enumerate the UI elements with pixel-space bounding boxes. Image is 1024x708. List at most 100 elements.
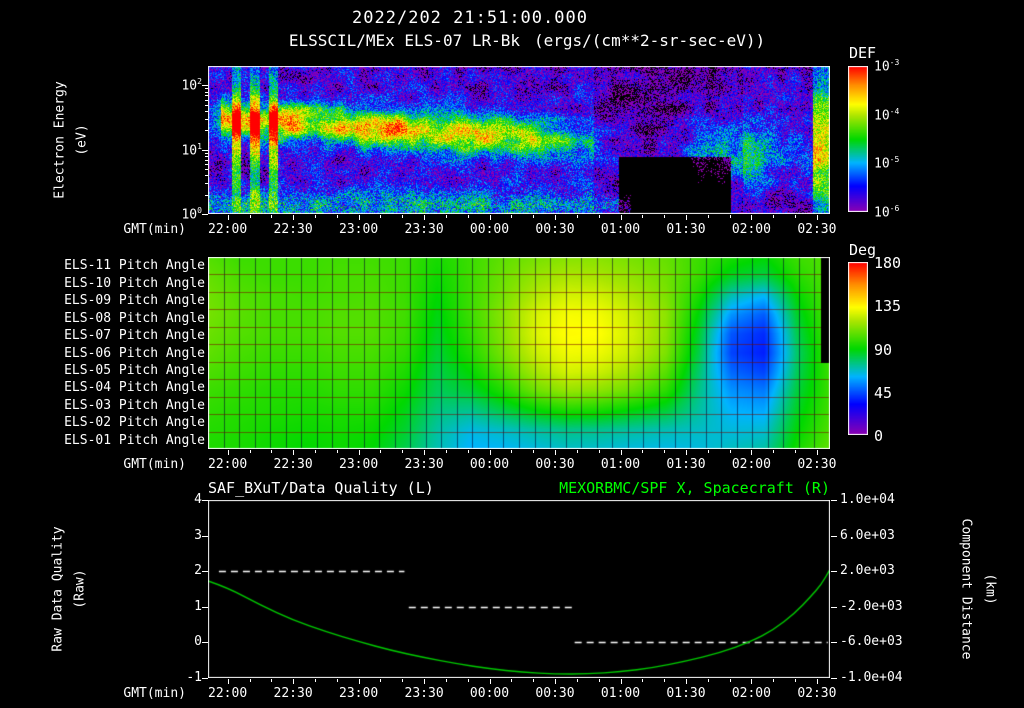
pitch-row-label: ELS-04 Pitch Angle [64, 380, 205, 396]
x-tick-mark [555, 215, 556, 220]
colorbar-tick-label: 10-4 [874, 106, 900, 124]
x-tick-label: 02:00 [731, 686, 771, 701]
y-minor-tick-mark [205, 175, 208, 177]
x-tick-mark [555, 679, 556, 684]
pitch-row-label: ELS-01 Pitch Angle [64, 432, 205, 448]
x-tick-label: 01:00 [600, 686, 641, 701]
colorbar-tick-label: 45 [874, 383, 893, 402]
y-tick-mark [202, 642, 208, 644]
x-tick-mark [555, 450, 556, 455]
x-tick-mark [424, 450, 426, 455]
x-tick-mark [271, 450, 273, 453]
x-tick-mark [686, 679, 687, 684]
x-tick-mark [642, 679, 644, 682]
x-tick-mark [816, 450, 818, 455]
x-tick-mark [664, 215, 666, 218]
gmt-label-pitch: GMT(min) [123, 457, 186, 472]
spacecraft-series-title: MEXORBMC/SPF X, Spacecraft (R) [559, 479, 830, 497]
x-tick-mark [358, 450, 360, 455]
x-tick-mark [729, 215, 731, 218]
x-tick-mark [576, 215, 578, 218]
deg-colorbar-title: Deg [849, 241, 877, 259]
def-colorbar-title: DEF [849, 44, 877, 62]
x-tick-mark [816, 679, 818, 684]
x-tick-mark [402, 450, 404, 453]
x-tick-mark [511, 679, 513, 682]
x-tick-label: 00:30 [535, 457, 575, 472]
y-tick-label: 6.0e+03 [840, 527, 895, 543]
y-tick-label: 1 [194, 598, 202, 614]
y-minor-tick-mark [205, 88, 208, 90]
deg-colorbar [848, 262, 868, 435]
x-tick-mark [664, 679, 666, 682]
x-tick-label: 22:00 [208, 686, 248, 701]
x-tick-mark [380, 679, 382, 682]
x-tick-label: 02:00 [731, 457, 771, 472]
x-tick-mark [598, 679, 600, 682]
x-tick-mark [642, 215, 644, 218]
gmt-label-spectrogram: GMT(min) [123, 222, 186, 237]
y-tick-mark [202, 500, 208, 501]
distance-y-axis-units: (km) [982, 573, 998, 605]
x-tick-mark [293, 215, 295, 220]
quality-series-title: SAF_BXuT/Data Quality (L) [208, 479, 434, 497]
x-tick-mark [249, 679, 251, 682]
x-tick-label: 22:30 [273, 457, 313, 472]
pitch-row-label: ELS-05 Pitch Angle [64, 363, 205, 378]
def-colorbar [848, 66, 868, 212]
x-tick-mark [445, 215, 447, 218]
x-tick-mark [773, 679, 775, 682]
y-tick-label: 100 [181, 206, 202, 223]
x-tick-mark [445, 450, 447, 453]
x-tick-mark [751, 679, 753, 684]
y-tick-mark [202, 85, 208, 87]
x-tick-mark [816, 215, 818, 220]
x-tick-mark [576, 679, 578, 682]
x-tick-label: 01:30 [666, 457, 706, 472]
x-tick-label: 01:30 [666, 686, 706, 701]
x-tick-mark [489, 450, 491, 455]
y-tick-mark [831, 535, 837, 537]
x-tick-mark [598, 215, 600, 218]
y-tick-mark [831, 571, 837, 573]
x-tick-label: 01:00 [600, 457, 641, 472]
x-tick-mark [620, 215, 622, 220]
quality-y-axis-units: (Raw) [72, 569, 88, 609]
x-tick-label: 02:30 [797, 222, 837, 237]
y-tick-label: 101 [181, 141, 202, 159]
x-tick-label: 01:30 [666, 222, 706, 237]
electron-spectrogram-canvas [208, 66, 830, 214]
x-tick-label: 02:30 [797, 457, 837, 472]
y-tick-label: 4 [194, 492, 202, 507]
y-tick-label: 1.0e+04 [840, 492, 895, 507]
y-minor-tick-mark [205, 91, 208, 93]
x-tick-mark [642, 450, 644, 453]
y-tick-mark [202, 149, 208, 151]
pitch-row-label: ELS-09 Pitch Angle [64, 293, 205, 309]
colorbar-tick-label: 10-5 [874, 155, 900, 172]
x-tick-label: 00:00 [469, 686, 510, 701]
y-minor-tick-mark [205, 95, 208, 97]
x-tick-label: 00:30 [535, 222, 575, 237]
y-tick-mark [202, 678, 208, 679]
plot-title: ELSSCIL/MEx ELS-07 LR-Bk (ergs/(cm**2-sr-… [289, 31, 765, 50]
x-tick-label: 22:30 [273, 222, 313, 237]
x-tick-mark [424, 215, 426, 220]
x-tick-mark [336, 450, 338, 453]
x-tick-mark [380, 450, 382, 453]
x-tick-mark [533, 450, 535, 453]
y-tick-label: -1.0e+04 [840, 670, 903, 685]
pitch-angle-heatmap-canvas [208, 257, 830, 449]
x-tick-label: 22:00 [208, 457, 248, 472]
y-tick-label: 0 [194, 634, 202, 650]
y-tick-mark [202, 606, 208, 608]
x-tick-mark [424, 679, 426, 684]
gmt-label-bottom: GMT(min) [123, 686, 186, 701]
colorbar-tick-label: 135 [874, 297, 902, 316]
x-tick-mark [271, 215, 273, 218]
x-tick-label: 00:00 [469, 222, 510, 237]
y-minor-tick-mark [205, 130, 208, 132]
x-tick-mark [402, 679, 404, 682]
x-tick-label: 23:00 [339, 686, 379, 701]
